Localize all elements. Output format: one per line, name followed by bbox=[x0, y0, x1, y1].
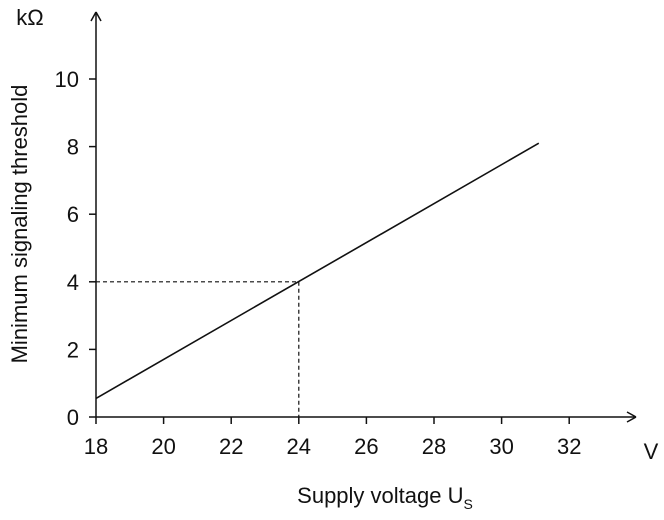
x-axis-unit: V bbox=[644, 439, 659, 464]
y-tick-label: 10 bbox=[55, 67, 79, 92]
y-tick-label: 4 bbox=[67, 270, 79, 295]
reference-lines bbox=[96, 281, 300, 417]
x-tick-label: 24 bbox=[287, 434, 311, 459]
x-tick-label: 30 bbox=[489, 434, 513, 459]
y-tick-label: 6 bbox=[67, 202, 79, 227]
x-axis-title-subscript: S bbox=[463, 496, 472, 512]
y-axis-title: Minimum signaling threshold bbox=[7, 85, 32, 364]
x-tick-label: 32 bbox=[557, 434, 581, 459]
y-tick-label: 8 bbox=[67, 135, 79, 160]
x-tick-label: 26 bbox=[354, 434, 378, 459]
x-tick-label: 18 bbox=[84, 434, 108, 459]
x-axis-title-main: Supply voltage U bbox=[297, 483, 463, 508]
y-tick-label: 0 bbox=[67, 405, 79, 430]
x-axis-arrow bbox=[626, 411, 637, 423]
y-axis-unit: kΩ bbox=[16, 5, 43, 30]
axes bbox=[90, 11, 637, 423]
x-tick-label: 22 bbox=[219, 434, 243, 459]
y-axis-arrow bbox=[90, 11, 102, 22]
x-tick-label: 28 bbox=[422, 434, 446, 459]
y-tick-label: 2 bbox=[67, 337, 79, 362]
series-line-1 bbox=[95, 142, 540, 400]
x-tick-label: 20 bbox=[151, 434, 175, 459]
x-axis-title: Supply voltage US bbox=[297, 483, 473, 512]
series bbox=[95, 142, 540, 400]
